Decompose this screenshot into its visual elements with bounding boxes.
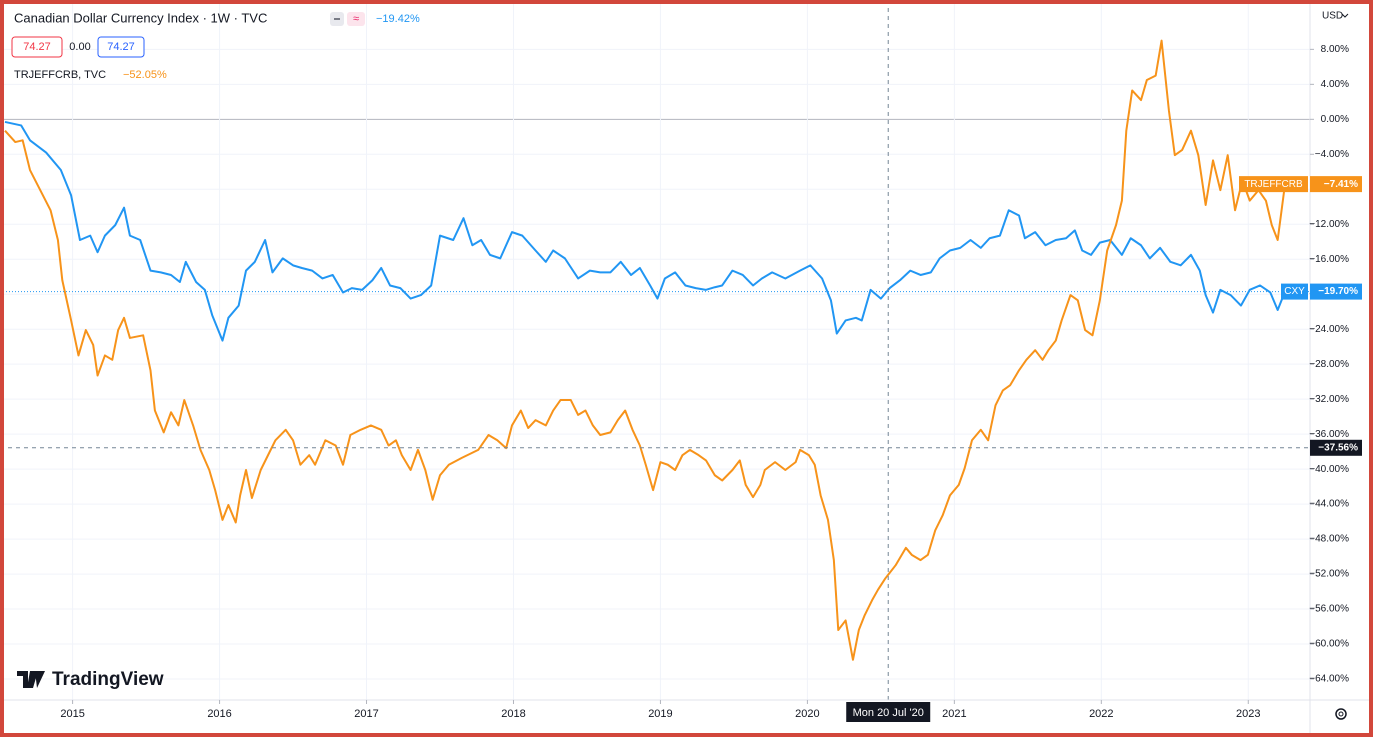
y-tick-label: −32.00% [1309, 394, 1349, 405]
logo-mark [17, 671, 45, 688]
y-tick-label: −56.00% [1309, 604, 1349, 615]
y-tick-label: −12.00% [1309, 219, 1349, 230]
series-tag-box [1239, 176, 1308, 193]
y-tick-label: −24.00% [1309, 324, 1349, 335]
y-tick-label: −64.00% [1309, 674, 1349, 685]
y-tick-label: −60.00% [1309, 639, 1349, 650]
y-tick-label: 4.00% [1321, 79, 1349, 90]
ohlc-value: 74.27 [23, 41, 51, 53]
x-tick-label: 2017 [354, 708, 378, 720]
series-legend: TRJEFFCRB, TVC [14, 69, 106, 81]
ohlc-box [97, 36, 145, 58]
series-line [4, 39, 1287, 661]
compare-icon[interactable] [347, 12, 365, 26]
y-tick-label: 8.00% [1321, 44, 1349, 55]
ohlc-value: 0.00 [69, 41, 90, 53]
series-tag-box [1281, 283, 1308, 300]
y-tick-label: −28.00% [1309, 359, 1349, 370]
x-tick-label: 2016 [207, 708, 231, 720]
y-tick-label: −52.00% [1309, 569, 1349, 580]
series-change: −52.05% [123, 69, 167, 81]
watermark: TradingView [52, 669, 164, 690]
y-tick-label: −44.00% [1309, 499, 1349, 510]
chart-title: Canadian Dollar Currency Index · 1W · TV… [14, 10, 267, 25]
plot-lines [4, 39, 1287, 661]
title-change: −19.42% [376, 13, 420, 25]
compare-icon-glyph: ≈ [353, 13, 359, 25]
y-tick-label: 0.00% [1321, 114, 1349, 125]
last-value-box [1310, 176, 1362, 193]
y-tick-label: −4.00% [1315, 149, 1349, 160]
series-line [4, 120, 1286, 342]
crosshair-x-box [846, 702, 931, 722]
crosshair-y-box [1310, 439, 1362, 456]
y-tick-label: −40.00% [1309, 464, 1349, 475]
x-tick-label: 2023 [1236, 708, 1260, 720]
x-tick-label: 2015 [60, 708, 84, 720]
last-value-label: −7.41% [1324, 179, 1358, 190]
series-tag: CXY [1284, 286, 1305, 297]
overlay [0, 0, 1310, 700]
ohlc-box [11, 36, 63, 58]
x-tick-label: 2018 [501, 708, 525, 720]
x-tick-label: 2021 [942, 708, 966, 720]
crosshair-x-label: Mon 20 Jul '20 [853, 707, 924, 719]
y-tick-label: −16.00% [1309, 254, 1349, 265]
last-value-label: −19.70% [1318, 286, 1358, 297]
series-tag: TRJEFFCRB [1244, 179, 1303, 190]
logo-dot [31, 671, 37, 677]
grid [0, 0, 1310, 700]
x-tick-label: 2019 [648, 708, 672, 720]
settings-icon[interactable] [1335, 708, 1347, 720]
x-tick-label: 2020 [795, 708, 819, 720]
settings-icon-center [1338, 711, 1344, 717]
y-tick-label: −48.00% [1309, 534, 1349, 545]
y-tick-label: −36.00% [1309, 429, 1349, 440]
ohlc-value: 74.27 [107, 41, 135, 53]
last-value-box [1310, 283, 1362, 300]
crosshair-y-label: −37.56% [1318, 442, 1358, 453]
unit-chevron [1341, 13, 1349, 18]
x-tick-label: 2022 [1089, 708, 1113, 720]
axis-unit: USD [1322, 11, 1343, 22]
